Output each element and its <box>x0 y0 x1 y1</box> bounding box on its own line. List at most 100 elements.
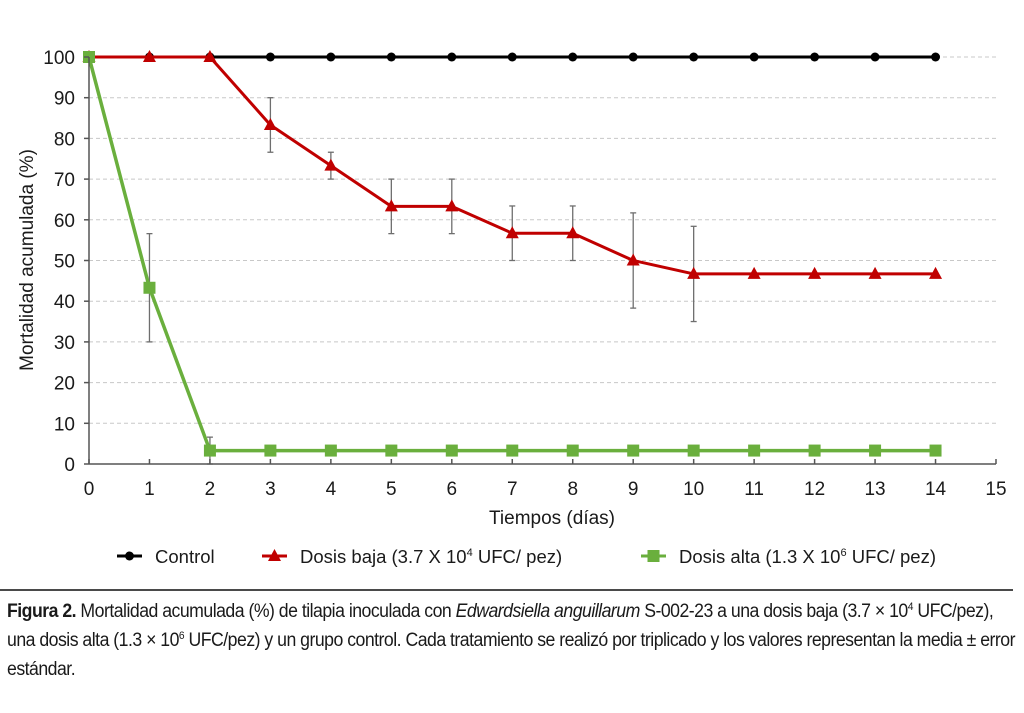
triangle-marker <box>929 266 943 279</box>
square-marker <box>687 444 700 457</box>
triangle-marker <box>868 266 882 279</box>
x-tick-label: 7 <box>507 479 518 500</box>
x-tick-label: 2 <box>205 479 216 500</box>
circle-marker <box>568 52 578 62</box>
triangle-marker <box>687 266 701 279</box>
x-tick-label: 8 <box>567 479 578 500</box>
triangle-marker <box>505 226 519 239</box>
caption-sup-1: 4 <box>907 601 914 613</box>
triangle-marker <box>263 117 277 130</box>
circle-marker <box>507 52 517 62</box>
y-tick-label: 70 <box>54 170 75 191</box>
circle-marker <box>931 52 941 62</box>
y-tick-label: 100 <box>43 48 75 69</box>
x-tick-label: 15 <box>985 479 1006 500</box>
legend: Control Dosis baja (3.7 X 104 UFC/ pez) Do… <box>117 546 936 567</box>
y-tick-label: 90 <box>54 89 75 110</box>
square-marker <box>869 444 882 457</box>
legend-label: Control <box>155 546 215 567</box>
legend-label-sup: 4 <box>467 547 473 559</box>
caption-text-2: S-002-23 a una dosis baja (3.7 × 10 <box>639 601 908 622</box>
triangle-marker <box>747 266 761 279</box>
x-tick-label: 12 <box>804 479 825 500</box>
square-marker <box>203 444 216 457</box>
legend-label-main: Control <box>155 546 215 567</box>
legend-label-sup: 6 <box>840 547 846 559</box>
circle-marker <box>265 52 275 62</box>
x-tick-label: 10 <box>683 479 704 500</box>
x-tick-label: 14 <box>925 479 947 500</box>
y-tick-label: 0 <box>64 455 75 476</box>
triangle-marker <box>445 199 459 212</box>
square-marker <box>647 550 660 562</box>
y-tick-label: 40 <box>54 292 75 313</box>
triangle-marker <box>268 549 281 561</box>
series-control <box>84 52 941 62</box>
triangle-marker <box>142 50 156 62</box>
x-tick-label: 1 <box>144 479 155 500</box>
gridlines <box>89 56 996 424</box>
square-marker <box>264 444 277 457</box>
x-tick-label: 0 <box>84 479 95 500</box>
x-tick-label: 4 <box>326 479 337 500</box>
circle-marker <box>749 52 759 62</box>
square-marker <box>506 444 519 457</box>
circle-marker <box>447 52 457 62</box>
caption-text-4: UFC/pez) y un grupo control. Cada tratam… <box>7 630 1015 680</box>
y-tick-label: 80 <box>54 129 75 150</box>
circle-marker <box>810 52 820 62</box>
y-tick-label: 10 <box>54 414 75 435</box>
square-marker <box>808 444 821 457</box>
circle-marker <box>689 52 699 62</box>
square-marker <box>566 444 579 457</box>
triangle-marker <box>566 226 580 239</box>
figure-caption: Figura 2. Mortalidad acumulada (%) de ti… <box>7 597 1021 684</box>
circle-marker <box>326 52 336 62</box>
circle-marker <box>628 52 638 62</box>
error-bars <box>146 97 697 465</box>
triangle-marker <box>384 199 398 212</box>
x-tick-label: 6 <box>447 479 458 500</box>
series-lines <box>82 50 943 457</box>
caption-text-1: Mortalidad acumulada (%) de tilapia inoc… <box>76 601 456 622</box>
triangle-marker <box>626 253 640 266</box>
legend-label-main: Dosis baja (3.7 X 10 <box>300 546 467 567</box>
legend-item: Dosis baja (3.7 X 104 UFC/ pez) <box>262 546 562 567</box>
y-tick-label: 30 <box>54 333 75 354</box>
legend-item: Control <box>117 546 215 567</box>
square-marker <box>748 444 761 457</box>
legend-label-tail: UFC/ pez) <box>473 546 562 567</box>
y-tick-label: 60 <box>54 211 75 232</box>
legend-label: Dosis baja (3.7 X 104 UFC/ pez) <box>300 546 562 567</box>
triangle-marker <box>324 158 338 171</box>
square-marker <box>143 281 156 294</box>
series-dosis-baja <box>82 50 943 279</box>
square-marker <box>627 444 640 457</box>
caption-divider <box>0 589 1013 591</box>
triangle-marker <box>808 266 822 279</box>
series-dosis-alta <box>83 51 942 457</box>
caption-label: Figura 2. <box>7 601 77 622</box>
square-marker <box>445 444 458 457</box>
square-marker <box>929 444 942 457</box>
square-marker <box>324 444 337 457</box>
x-tick-label: 5 <box>386 479 397 500</box>
x-tick-label: 3 <box>265 479 276 500</box>
x-tick-label: 11 <box>744 479 764 500</box>
x-tick-label: 13 <box>864 479 885 500</box>
legend-label: Dosis alta (1.3 X 106 UFC/ pez) <box>679 546 936 567</box>
circle-marker <box>125 551 134 561</box>
caption-species: Edwardsiella anguillarum <box>455 601 641 622</box>
circle-marker <box>870 52 880 62</box>
legend-label-main: Dosis alta (1.3 X 10 <box>679 546 840 567</box>
y-tick-label: 50 <box>54 252 75 273</box>
x-axis-title: Tiempos (días) <box>489 508 615 529</box>
x-tick-label: 9 <box>628 479 639 500</box>
square-marker <box>385 444 398 457</box>
y-tick-label: 20 <box>54 374 75 395</box>
triangle-marker <box>203 50 217 62</box>
circle-marker <box>386 52 396 62</box>
caption-sup-2: 6 <box>178 630 185 642</box>
